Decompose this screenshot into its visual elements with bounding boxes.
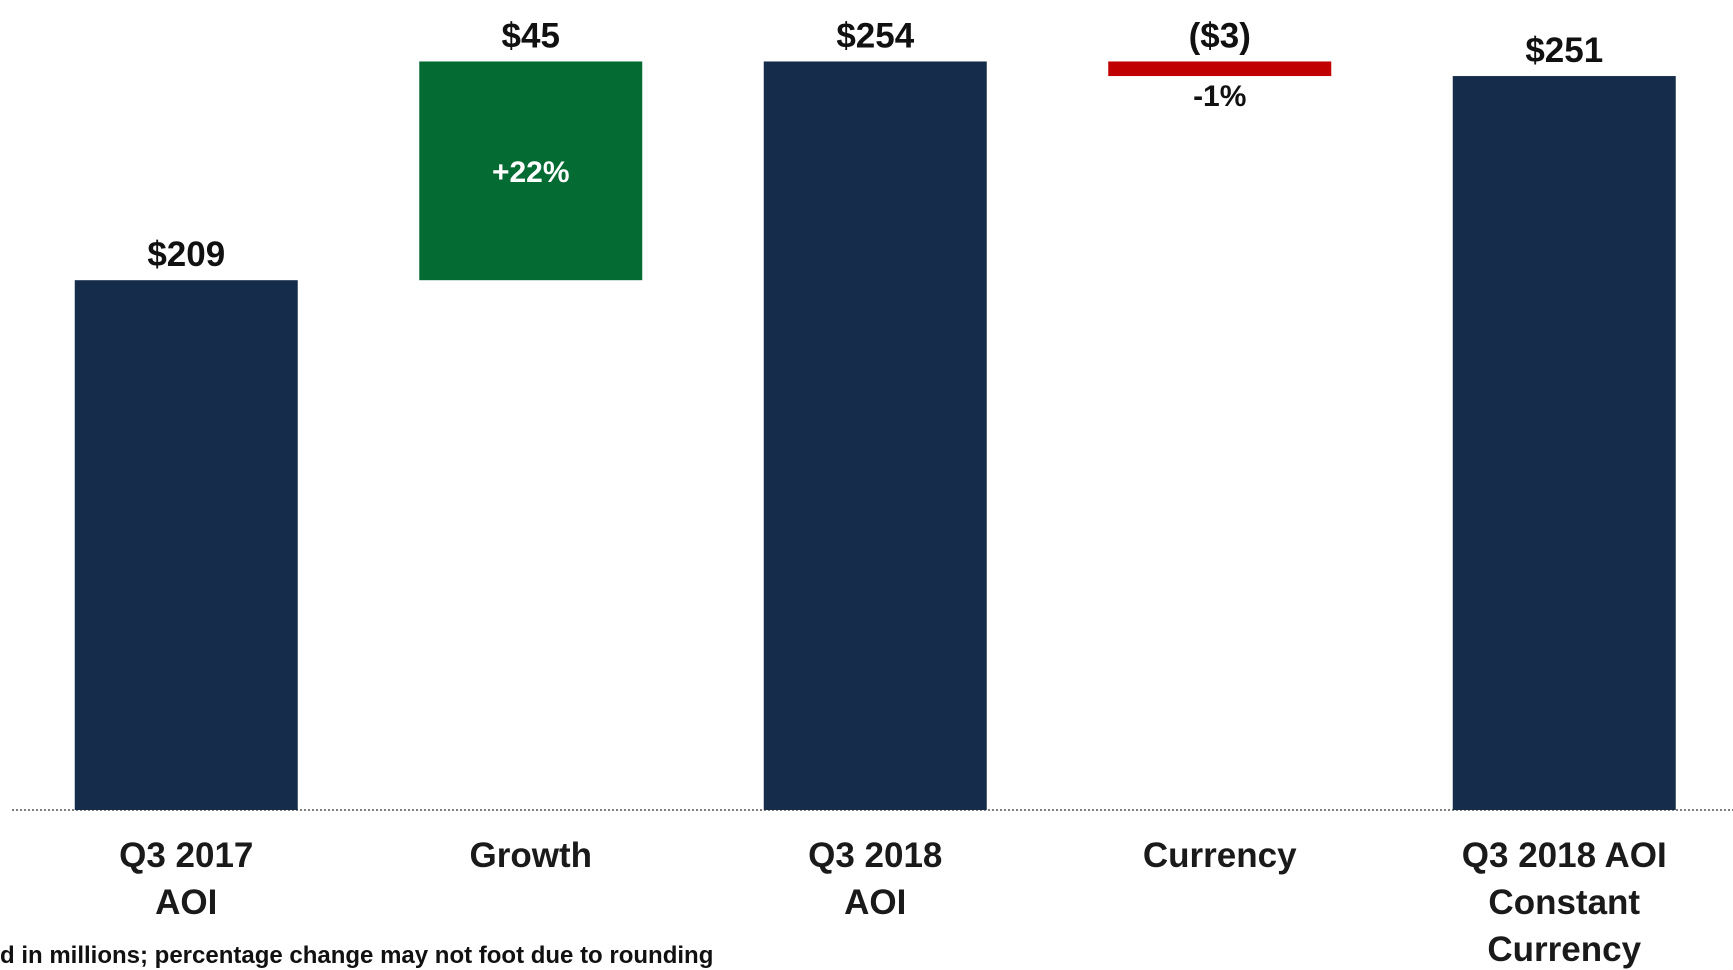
x-tick-label: Q3 2018 AOI Constant Currency [1461,836,1667,969]
bar [1452,76,1676,811]
value-label: $45 [502,16,560,55]
value-label: $251 [1525,31,1603,70]
value-label: $254 [836,16,914,55]
x-tick-label: Q3 2017 AOI [119,836,254,922]
bar [1108,61,1332,77]
footnote: d in millions; percentage change may not… [0,942,714,969]
x-tick-label: Q3 2018 AOI [808,836,943,922]
bar [763,61,987,810]
value-label: ($3) [1189,16,1251,55]
change-label: +22% [492,156,570,189]
value-label: $209 [147,235,225,274]
x-tick-label: Growth [469,836,592,875]
bar [419,61,643,281]
change-label: -1% [1193,80,1246,113]
x-tick-label: Currency [1142,836,1297,875]
bar [74,280,298,810]
